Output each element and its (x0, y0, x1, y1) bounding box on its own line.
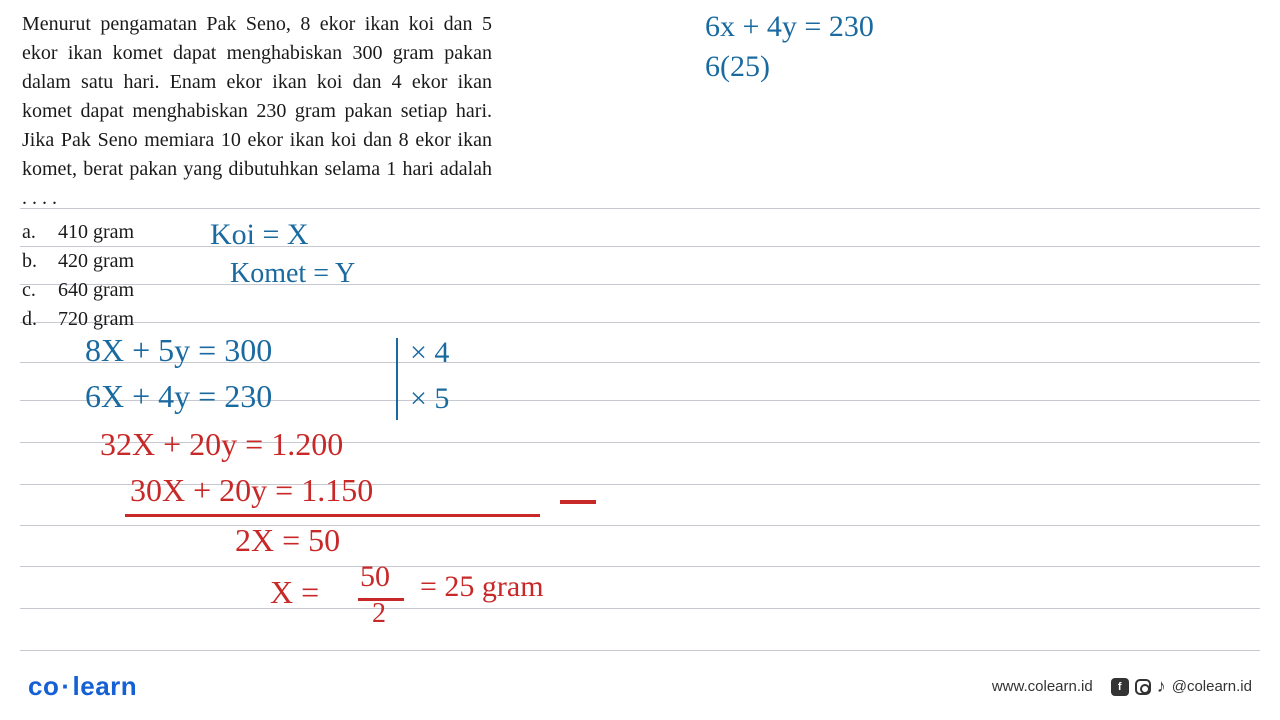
logo-learn: learn (73, 671, 138, 701)
answer-options: a.410 gramb.420 gramc.640 gramd.720 gram (22, 218, 134, 334)
option-text: 420 gram (58, 247, 134, 276)
hw-komet-label: Komet = Y (230, 258, 355, 290)
facebook-icon: f (1111, 678, 1129, 696)
option-letter: d. (22, 305, 58, 334)
option-letter: a. (22, 218, 58, 247)
hw-eq6c: 2 (372, 598, 386, 630)
option-row: c.640 gram (22, 276, 134, 305)
instagram-icon (1135, 679, 1151, 695)
option-row: d.720 gram (22, 305, 134, 334)
hw-eq6a: X = (270, 574, 319, 611)
hw-eq6b: 50 (360, 560, 390, 594)
hw-eq1: 8X + 5y = 300 (85, 332, 272, 369)
hw-eq-top1: 6x + 4y = 230 (705, 10, 874, 44)
hw-koi-label: Koi = X (210, 218, 309, 252)
hw-eq5: 2X = 50 (235, 522, 340, 559)
option-text: 640 gram (58, 276, 134, 305)
tiktok-icon: ♪ (1157, 676, 1166, 697)
logo-co: co (28, 671, 59, 701)
hw-minus-sign (560, 500, 596, 504)
option-letter: b. (22, 247, 58, 276)
hw-eq4: 30X + 20y = 1.150 (130, 472, 373, 509)
hw-eq1-mult: × 4 (410, 336, 449, 370)
logo-dot: · (61, 671, 70, 701)
hw-divider-line (396, 338, 398, 420)
question-text: Menurut pengamatan Pak Seno, 8 ekor ikan… (22, 10, 492, 213)
logo: co·learn (28, 671, 137, 702)
option-text: 410 gram (58, 218, 134, 247)
option-row: b.420 gram (22, 247, 134, 276)
hw-eq2: 6X + 4y = 230 (85, 378, 272, 415)
footer: co·learn www.colearn.id f ♪ @colearn.id (0, 671, 1280, 702)
option-text: 720 gram (58, 305, 134, 334)
hw-eq6d: = 25 gram (420, 570, 544, 604)
footer-handle: @colearn.id (1172, 678, 1252, 695)
hw-eq-top2: 6(25) (705, 50, 770, 84)
hw-eq3: 32X + 20y = 1.200 (100, 426, 343, 463)
footer-url: www.colearn.id (992, 678, 1093, 695)
hw-subtraction-line (125, 514, 540, 517)
option-row: a.410 gram (22, 218, 134, 247)
social-icons: f ♪ @colearn.id (1111, 676, 1252, 697)
option-letter: c. (22, 276, 58, 305)
hw-eq2-mult: × 5 (410, 382, 449, 416)
footer-right: www.colearn.id f ♪ @colearn.id (992, 676, 1252, 697)
